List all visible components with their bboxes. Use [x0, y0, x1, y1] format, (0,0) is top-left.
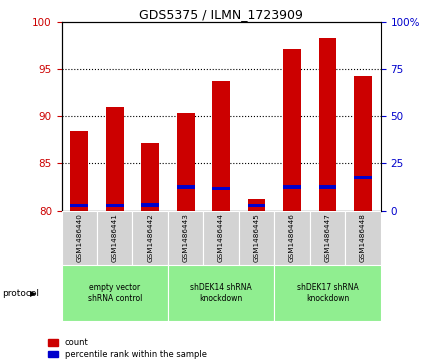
Bar — [248, 199, 265, 211]
Bar — [106, 107, 124, 211]
Bar — [141, 143, 159, 211]
Bar — [212, 187, 230, 191]
Bar — [239, 211, 274, 265]
Bar — [62, 211, 97, 265]
Bar — [132, 211, 168, 265]
Bar — [212, 81, 230, 211]
Bar — [141, 203, 159, 207]
Title: GDS5375 / ILMN_1723909: GDS5375 / ILMN_1723909 — [139, 8, 303, 21]
Text: GSM1486444: GSM1486444 — [218, 213, 224, 262]
Bar — [168, 211, 203, 265]
Bar — [97, 211, 132, 265]
Bar — [168, 265, 274, 321]
Text: shDEK17 shRNA
knockdown: shDEK17 shRNA knockdown — [297, 284, 358, 303]
Text: GSM1486440: GSM1486440 — [76, 213, 82, 262]
Text: GSM1486441: GSM1486441 — [112, 213, 118, 262]
Text: ▶: ▶ — [30, 289, 37, 298]
Bar — [62, 265, 168, 321]
Bar — [354, 176, 372, 179]
Bar — [283, 49, 301, 211]
Bar — [70, 204, 88, 208]
Bar — [70, 131, 88, 211]
Text: GSM1486442: GSM1486442 — [147, 213, 153, 262]
Bar — [248, 204, 265, 208]
Text: GSM1486446: GSM1486446 — [289, 213, 295, 262]
Bar — [274, 265, 381, 321]
Bar — [203, 211, 239, 265]
Legend: count, percentile rank within the sample: count, percentile rank within the sample — [48, 338, 207, 359]
Bar — [177, 185, 194, 189]
Bar — [319, 38, 336, 211]
Bar — [354, 76, 372, 211]
Text: GSM1486448: GSM1486448 — [360, 213, 366, 262]
Text: GSM1486445: GSM1486445 — [253, 213, 260, 262]
Text: GSM1486447: GSM1486447 — [324, 213, 330, 262]
Bar — [177, 113, 194, 211]
Bar — [345, 211, 381, 265]
Bar — [283, 185, 301, 189]
Text: empty vector
shRNA control: empty vector shRNA control — [88, 284, 142, 303]
Text: GSM1486443: GSM1486443 — [183, 213, 189, 262]
Text: protocol: protocol — [2, 289, 39, 298]
Bar — [274, 211, 310, 265]
Text: shDEK14 shRNA
knockdown: shDEK14 shRNA knockdown — [190, 284, 252, 303]
Bar — [106, 204, 124, 208]
Bar — [319, 185, 336, 189]
Bar — [310, 211, 345, 265]
